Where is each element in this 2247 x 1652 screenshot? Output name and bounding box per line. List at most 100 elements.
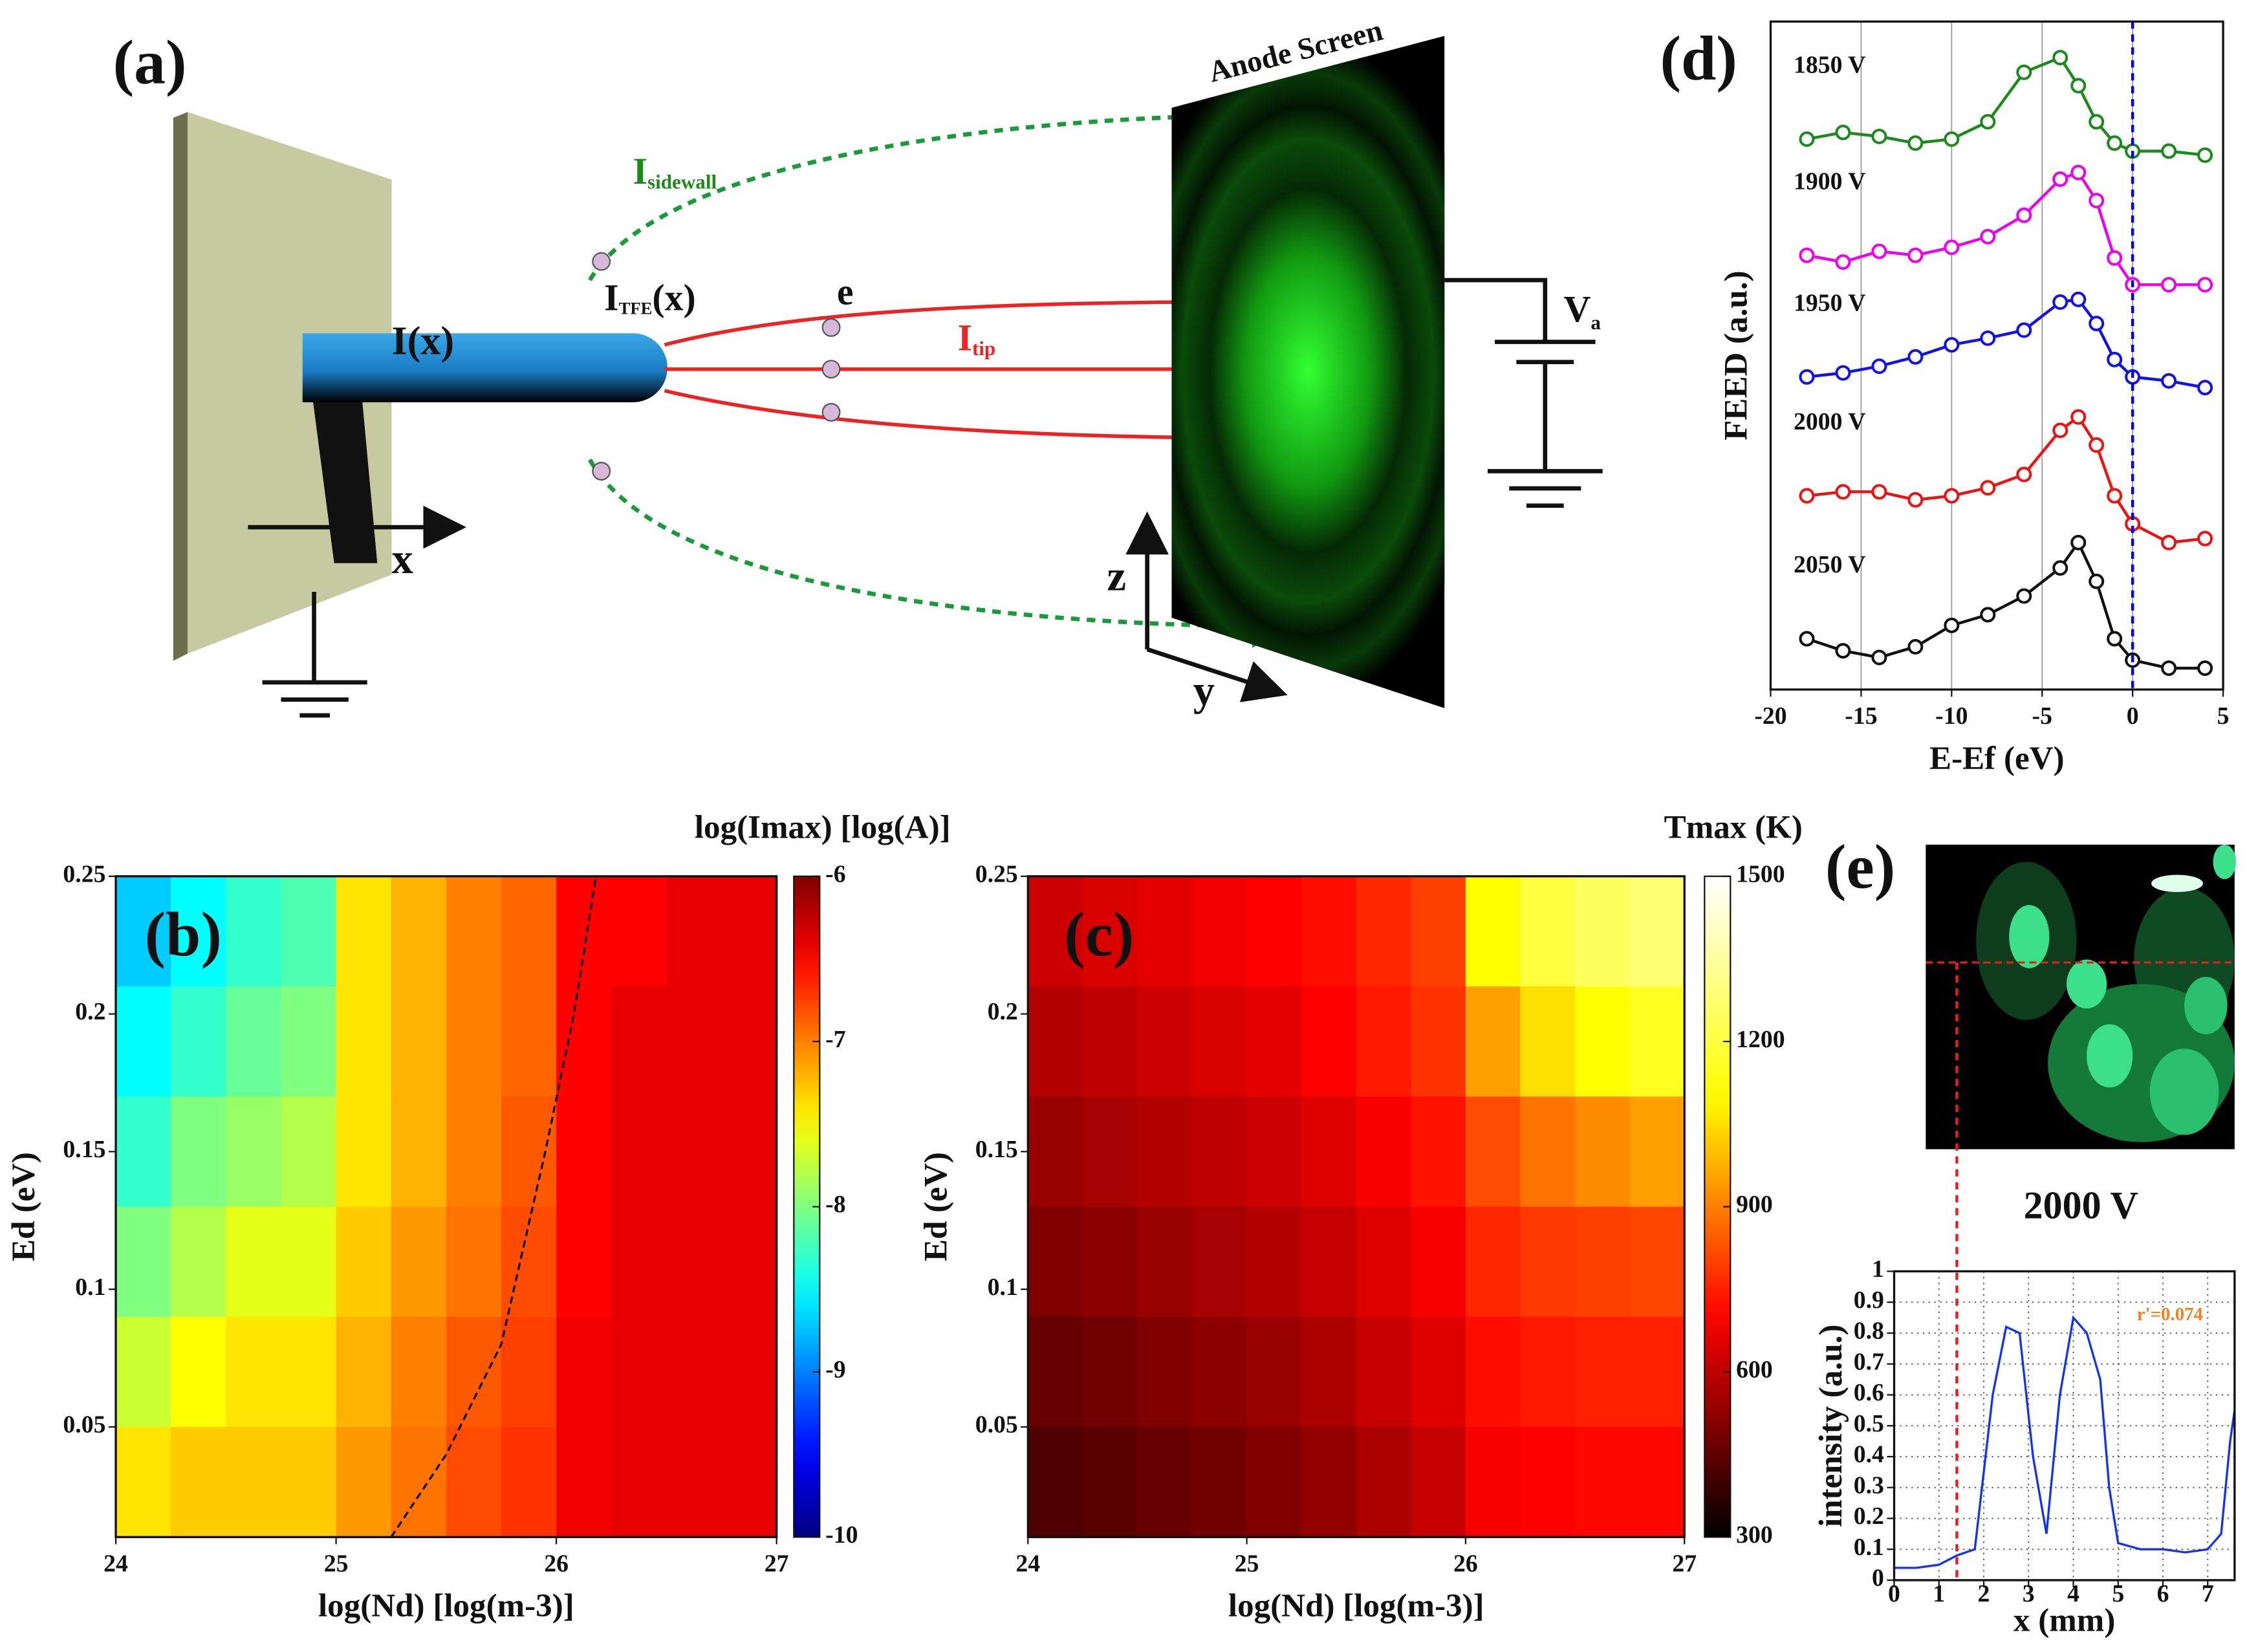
y-tick-label: 0.15 xyxy=(975,1136,1018,1163)
series-line xyxy=(1894,1315,2236,1569)
x-axis-label: log(Nd) [log(m-3)] xyxy=(1228,1587,1484,1624)
heat-cell xyxy=(1520,986,1576,1098)
colorbar-tick-label: 600 xyxy=(1736,1356,1773,1384)
heat-cell xyxy=(611,1316,668,1428)
heat-cell xyxy=(1246,1427,1303,1538)
heat-cell xyxy=(1192,1206,1248,1318)
x-tick-label: 0 xyxy=(2127,702,2139,730)
heat-cell xyxy=(116,1316,172,1428)
heat-cell xyxy=(1411,1316,1467,1428)
heat-cell xyxy=(1082,1096,1138,1208)
data-point xyxy=(1907,135,1924,151)
heat-cell xyxy=(1465,1316,1521,1428)
x-tick-label: 1 xyxy=(1933,1580,1945,1607)
heat-cell xyxy=(116,1427,172,1538)
y-tick-label: 0.05 xyxy=(63,1411,105,1439)
x-tick-label: 7 xyxy=(2202,1580,2214,1607)
heat-cell xyxy=(666,876,722,988)
x-tick-label: 27 xyxy=(765,1550,789,1577)
data-point xyxy=(1799,488,1815,504)
data-point xyxy=(2197,660,2213,676)
heat-cell xyxy=(226,876,282,988)
x-tick-label: 26 xyxy=(1453,1550,1478,1577)
data-point xyxy=(1980,480,1996,496)
colorbar-tick-label: 1500 xyxy=(1736,860,1785,887)
heat-cell xyxy=(1575,876,1631,988)
heat-cell xyxy=(1192,1096,1248,1208)
heat-cell xyxy=(1629,876,1686,988)
heat-cell xyxy=(391,1206,447,1318)
data-point xyxy=(1944,617,1960,633)
heat-cell xyxy=(1411,1096,1467,1208)
data-point xyxy=(2089,114,2105,130)
heat-cell xyxy=(556,1096,613,1208)
heat-cell xyxy=(1465,1206,1521,1318)
heat-cell xyxy=(1301,986,1357,1098)
y-tick-label: 0.2 xyxy=(988,998,1018,1025)
tip-path xyxy=(664,283,1291,347)
series-line xyxy=(1806,539,2206,670)
colorbar-label: log(Imax) [log(A)] xyxy=(695,809,951,845)
data-point xyxy=(1835,643,1851,659)
heat-cell xyxy=(1465,876,1521,988)
x-tick-label: 24 xyxy=(103,1550,128,1577)
heat-cell xyxy=(611,876,668,988)
heat-cell xyxy=(446,1206,503,1318)
heat-cell xyxy=(171,1206,227,1318)
data-point xyxy=(2107,250,2123,266)
heat-cell xyxy=(1520,1096,1576,1208)
data-point xyxy=(2197,530,2213,547)
axis-label: x xyxy=(391,536,413,583)
heat-cell xyxy=(1028,1206,1084,1318)
heat-cell xyxy=(1246,1096,1303,1208)
heat-cell xyxy=(1301,1316,1357,1428)
heat-cell xyxy=(336,986,392,1098)
y-tick-label: 0.5 xyxy=(1854,1410,1884,1437)
x-axis-label: E-Ef (eV) xyxy=(1929,740,2065,777)
data-point xyxy=(2161,660,2177,676)
colorbar-tick-label: -9 xyxy=(825,1356,845,1384)
heat-cell xyxy=(1137,1427,1193,1538)
data-point xyxy=(2070,164,2087,180)
heat-cell xyxy=(1575,1206,1631,1318)
tip-path xyxy=(664,389,1291,457)
series-label: 1950 V xyxy=(1794,289,1866,316)
data-point xyxy=(2052,171,2068,188)
heat-cell xyxy=(1411,1427,1467,1538)
heat-cell xyxy=(556,1206,613,1318)
panel-label: (c) xyxy=(1064,900,1134,970)
heat-cell xyxy=(1028,1096,1084,1208)
data-point xyxy=(2052,50,2068,66)
wall-edge xyxy=(173,112,188,661)
heat-cell xyxy=(336,1316,392,1428)
heat-cell xyxy=(1356,1316,1412,1428)
y-axis-label: FEED (a.u.) xyxy=(1717,270,1754,440)
heat-cell xyxy=(1520,1316,1576,1428)
x-tick-label: 4 xyxy=(2067,1580,2079,1607)
data-point xyxy=(2197,277,2213,293)
heat-cell xyxy=(446,876,503,988)
heat-cell xyxy=(1192,1427,1248,1538)
x-tick-label: -5 xyxy=(2032,702,2052,730)
data-point xyxy=(1835,484,1851,500)
x-axis-label: x (mm) xyxy=(2014,1602,2115,1638)
data-point xyxy=(1835,365,1851,381)
x-tick-label: 2 xyxy=(1978,1580,1990,1607)
label-sub: TFE xyxy=(619,299,653,318)
heat-cell xyxy=(556,876,613,988)
rod-label: I(x) xyxy=(391,319,454,363)
heat-cell xyxy=(1246,1206,1303,1318)
heat-cell xyxy=(391,1096,447,1208)
heat-cell xyxy=(116,1096,172,1208)
plot-frame xyxy=(114,875,778,1538)
image-label: 2000 V xyxy=(2024,1184,2138,1227)
heat-cell xyxy=(391,986,447,1098)
chart: 1850 V 1900 V 1950 V 2000 V 2050 V -20 -15 -10 -… xyxy=(1660,20,2230,777)
x-tick-label: 3 xyxy=(2023,1580,2035,1607)
heat-cell xyxy=(501,986,558,1098)
y-tick-label: 0.2 xyxy=(75,998,105,1025)
heat-cell xyxy=(1028,876,1084,988)
data-point xyxy=(1799,369,1815,385)
data-point xyxy=(2107,135,2123,151)
heat-cell xyxy=(611,1427,668,1538)
